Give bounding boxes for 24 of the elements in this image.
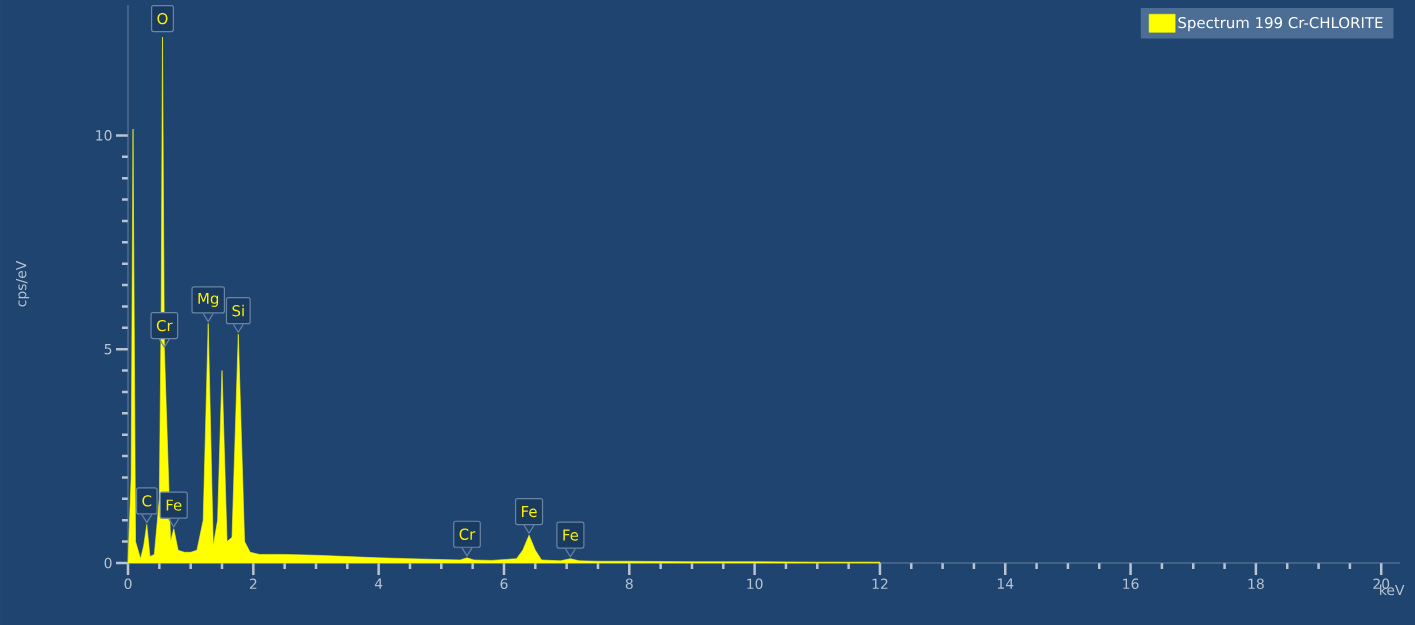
x-tick-label: 8 (625, 578, 633, 590)
x-tick-label: 14 (997, 578, 1014, 589)
y-tick-label: 5 (104, 344, 112, 355)
annotation: Si (232, 304, 244, 317)
legend-label: Spectrum 199 Cr-CHLORITE (1178, 16, 1383, 32)
annotation: Mg (198, 292, 219, 307)
x-tick-label: 12 (872, 578, 888, 589)
annotation: Fe (563, 529, 579, 541)
y-axis-title: cps/eV (16, 260, 30, 307)
y-tick-label: 10 (96, 130, 112, 141)
annotation: Cr (459, 528, 476, 540)
x-tick-label: 10 (747, 578, 763, 590)
x-tick-label: 0 (124, 578, 132, 590)
x-tick-label: 18 (1248, 578, 1264, 590)
annotation: O (157, 12, 168, 25)
annotation: C (142, 495, 152, 507)
x-tick-label: 4 (374, 578, 383, 589)
annotation: Cr (156, 319, 173, 332)
annotation: Fe (522, 506, 537, 518)
x-tick-label: 6 (500, 578, 508, 590)
x-tick-label: 16 (1123, 578, 1139, 590)
annotation: Fe (166, 499, 182, 511)
y-tick-label: 0 (104, 557, 112, 569)
x-tick-label: 2 (249, 578, 257, 589)
